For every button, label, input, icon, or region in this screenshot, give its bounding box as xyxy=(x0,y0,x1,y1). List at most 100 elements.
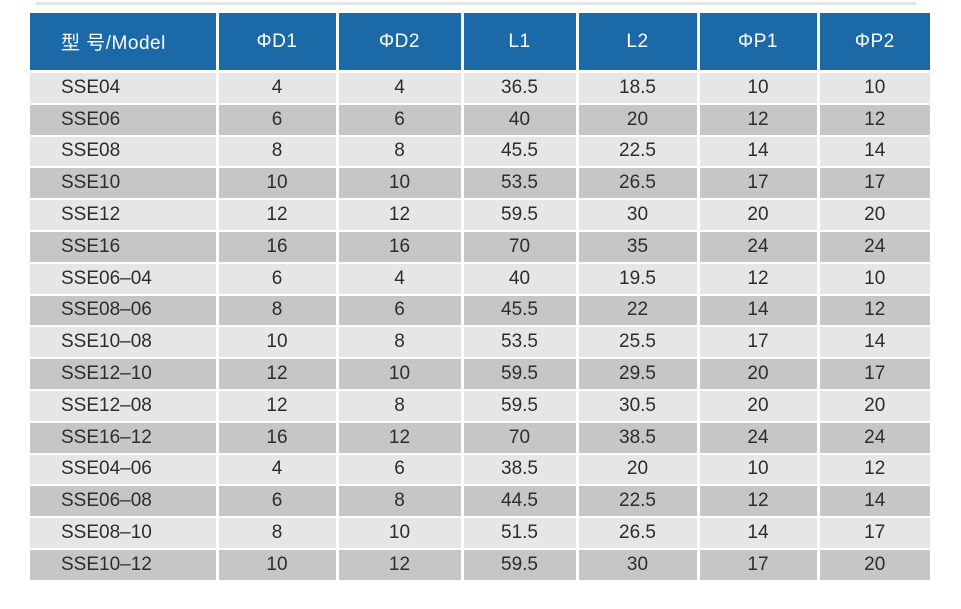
value-cell: 59.5 xyxy=(462,358,579,391)
value-cell: 12 xyxy=(698,485,820,519)
value-cell: 20 xyxy=(818,389,930,423)
value-cell: 12 xyxy=(337,421,464,455)
value-cell: 59.5 xyxy=(462,199,579,232)
table-row: SSE16 16 16 70 35 24 24 xyxy=(30,230,930,264)
value-cell: 45.5 xyxy=(462,135,579,169)
value-cell: 12 xyxy=(698,262,820,296)
value-cell: 53.5 xyxy=(462,326,579,360)
value-cell: 14 xyxy=(818,326,930,360)
value-cell: 30.5 xyxy=(577,389,700,423)
value-cell: 12 xyxy=(698,103,820,137)
value-cell: 4 xyxy=(217,71,339,105)
value-cell: 16 xyxy=(337,230,464,264)
value-cell: 29.5 xyxy=(577,358,700,391)
value-cell: 12 xyxy=(337,199,464,232)
value-cell: 20 xyxy=(818,199,930,232)
table-row: SSE16–12 16 12 70 38.5 24 24 xyxy=(30,421,930,455)
value-cell: 8 xyxy=(337,135,464,169)
table-row: SSE12–08 12 8 59.5 30.5 20 20 xyxy=(30,389,930,423)
value-cell: 10 xyxy=(217,326,339,360)
model-cell: SSE06 xyxy=(30,103,219,137)
value-cell: 59.5 xyxy=(462,548,579,580)
top-edge-line xyxy=(36,2,916,5)
value-cell: 35 xyxy=(577,230,700,264)
table-row: SSE08 8 8 45.5 22.5 14 14 xyxy=(30,135,930,169)
value-cell: 14 xyxy=(818,485,930,519)
value-cell: 59.5 xyxy=(462,389,579,423)
value-cell: 36.5 xyxy=(462,71,579,105)
table-row: SSE04 4 4 36.5 18.5 10 10 xyxy=(30,71,930,105)
value-cell: 6 xyxy=(217,485,339,519)
value-cell: 6 xyxy=(337,294,464,328)
value-cell: 25.5 xyxy=(577,326,700,360)
value-cell: 17 xyxy=(698,548,820,580)
value-cell: 10 xyxy=(818,262,930,296)
table-row: SSE10–08 10 8 53.5 25.5 17 14 xyxy=(30,326,930,360)
value-cell: 12 xyxy=(337,548,464,580)
value-cell: 8 xyxy=(337,389,464,423)
table-row: SSE06–08 6 8 44.5 22.5 12 14 xyxy=(30,485,930,519)
value-cell: 10 xyxy=(337,358,464,391)
model-cell: SSE08–10 xyxy=(30,517,219,550)
table-row: SSE12–10 12 10 59.5 29.5 20 17 xyxy=(30,358,930,391)
value-cell: 17 xyxy=(818,358,930,391)
value-cell: 20 xyxy=(698,389,820,423)
table-row: SSE12 12 12 59.5 30 20 20 xyxy=(30,199,930,232)
value-cell: 70 xyxy=(462,230,579,264)
value-cell: 6 xyxy=(217,103,339,137)
value-cell: 10 xyxy=(217,548,339,580)
value-cell: 51.5 xyxy=(462,517,579,550)
value-cell: 10 xyxy=(818,71,930,105)
value-cell: 4 xyxy=(337,262,464,296)
value-cell: 14 xyxy=(698,517,820,550)
spec-table-body: SSE04 4 4 36.5 18.5 10 10 SSE06 6 6 40 20 12 12 SSE08 8… xyxy=(30,71,930,580)
value-cell: 6 xyxy=(337,103,464,137)
value-cell: 12 xyxy=(217,389,339,423)
table-row: SSE04–06 4 6 38.5 20 10 12 xyxy=(30,453,930,487)
spec-table-head-row: 型 号/Model ΦD1 ΦD2 L1 L2 ΦP1 ΦP2 xyxy=(30,13,930,73)
value-cell: 8 xyxy=(217,294,339,328)
spec-table: 型 号/Model ΦD1 ΦD2 L1 L2 ΦP1 ΦP2 SSE04 4 4 36.5 18.… xyxy=(30,13,930,580)
value-cell: 26.5 xyxy=(577,517,700,550)
value-cell: 16 xyxy=(217,421,339,455)
value-cell: 10 xyxy=(698,71,820,105)
value-cell: 12 xyxy=(217,199,339,232)
value-cell: 30 xyxy=(577,548,700,580)
value-cell: 30 xyxy=(577,199,700,232)
value-cell: 20 xyxy=(818,548,930,580)
model-cell: SSE16 xyxy=(30,230,219,264)
model-cell: SSE10–08 xyxy=(30,326,219,360)
value-cell: 45.5 xyxy=(462,294,579,328)
value-cell: 24 xyxy=(818,230,930,264)
value-cell: 14 xyxy=(818,135,930,169)
value-cell: 20 xyxy=(577,103,700,137)
model-cell: SSE04 xyxy=(30,71,219,105)
value-cell: 12 xyxy=(818,294,930,328)
value-cell: 4 xyxy=(337,71,464,105)
value-cell: 17 xyxy=(818,167,930,201)
value-cell: 10 xyxy=(337,517,464,550)
model-cell: SSE08–06 xyxy=(30,294,219,328)
column-header-5: ΦP1 xyxy=(698,13,820,73)
value-cell: 17 xyxy=(698,326,820,360)
value-cell: 6 xyxy=(337,453,464,487)
model-cell: SSE12–08 xyxy=(30,389,219,423)
value-cell: 8 xyxy=(217,517,339,550)
value-cell: 10 xyxy=(337,167,464,201)
value-cell: 8 xyxy=(217,135,339,169)
column-header-1: ΦD1 xyxy=(217,13,339,73)
value-cell: 17 xyxy=(698,167,820,201)
value-cell: 18.5 xyxy=(577,71,700,105)
value-cell: 40 xyxy=(462,103,579,137)
model-cell: SSE06–08 xyxy=(30,485,219,519)
value-cell: 17 xyxy=(818,517,930,550)
value-cell: 8 xyxy=(337,326,464,360)
value-cell: 53.5 xyxy=(462,167,579,201)
value-cell: 22 xyxy=(577,294,700,328)
model-cell: SSE06–04 xyxy=(30,262,219,296)
spec-table-head: 型 号/Model ΦD1 ΦD2 L1 L2 ΦP1 ΦP2 xyxy=(30,13,930,73)
table-row: SSE06 6 6 40 20 12 12 xyxy=(30,103,930,137)
model-cell: SSE08 xyxy=(30,135,219,169)
value-cell: 12 xyxy=(217,358,339,391)
